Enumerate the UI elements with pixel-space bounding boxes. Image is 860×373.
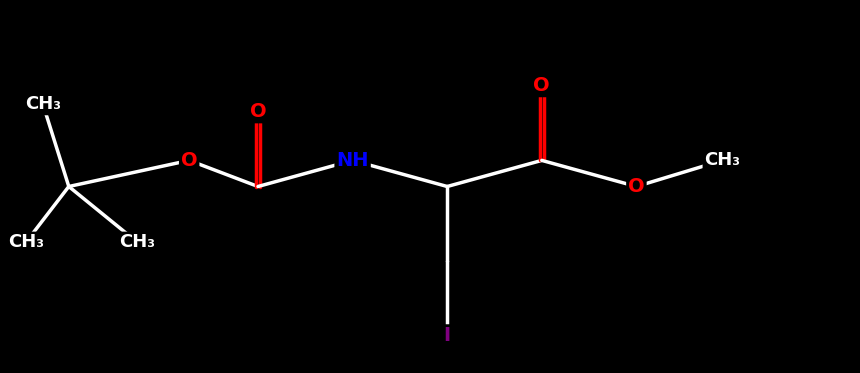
Text: O: O xyxy=(181,151,198,170)
Text: O: O xyxy=(533,76,550,95)
Text: CH₃: CH₃ xyxy=(25,95,61,113)
Text: CH₃: CH₃ xyxy=(120,233,156,251)
Text: O: O xyxy=(249,103,267,121)
Text: CH₃: CH₃ xyxy=(704,151,740,169)
Text: CH₃: CH₃ xyxy=(8,233,44,251)
Text: O: O xyxy=(628,177,645,196)
Text: I: I xyxy=(444,326,451,345)
Text: NH: NH xyxy=(336,151,369,170)
